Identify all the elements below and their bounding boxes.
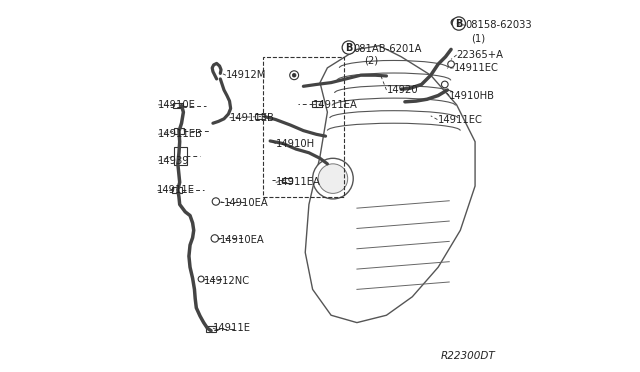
Circle shape [212, 198, 220, 205]
Circle shape [448, 61, 454, 67]
Text: 22365+A: 22365+A [456, 50, 504, 60]
FancyBboxPatch shape [172, 187, 182, 193]
Circle shape [312, 158, 353, 199]
Circle shape [318, 164, 348, 193]
Text: 14910H: 14910H [276, 138, 315, 148]
Text: (1): (1) [472, 33, 486, 43]
Text: 14912NC: 14912NC [204, 276, 250, 286]
FancyBboxPatch shape [173, 103, 182, 108]
Circle shape [290, 71, 299, 80]
Text: 14911E: 14911E [157, 185, 195, 195]
Text: 14910EA: 14910EA [224, 198, 269, 208]
FancyBboxPatch shape [206, 326, 216, 332]
Text: 14911EB: 14911EB [230, 113, 275, 123]
FancyBboxPatch shape [174, 128, 184, 134]
Circle shape [342, 41, 355, 54]
Text: 14911EC: 14911EC [437, 115, 483, 125]
Text: 14910EA: 14910EA [220, 234, 265, 244]
FancyBboxPatch shape [312, 101, 322, 107]
FancyBboxPatch shape [255, 114, 265, 119]
Text: (2): (2) [364, 55, 378, 65]
Text: 14911EC: 14911EC [454, 63, 499, 73]
Text: 14911EB: 14911EB [158, 129, 203, 139]
FancyBboxPatch shape [174, 147, 188, 165]
Text: 08158-62033: 08158-62033 [466, 20, 532, 31]
Text: R22300DT: R22300DT [440, 351, 495, 361]
Circle shape [452, 17, 465, 30]
Circle shape [292, 73, 296, 77]
Text: 14911EA: 14911EA [312, 100, 358, 110]
Text: B: B [455, 19, 463, 29]
Text: 14910E: 14910E [158, 100, 196, 110]
Text: 081AB-6201A: 081AB-6201A [353, 44, 422, 54]
Text: 14920: 14920 [387, 85, 418, 95]
Circle shape [211, 235, 218, 242]
Circle shape [442, 81, 448, 88]
Circle shape [198, 276, 204, 282]
Text: 14912M: 14912M [226, 70, 266, 80]
Text: 14911EA: 14911EA [276, 177, 321, 187]
Circle shape [451, 19, 458, 26]
Text: 14939: 14939 [158, 156, 190, 166]
FancyBboxPatch shape [282, 177, 292, 183]
Text: 14910HB: 14910HB [449, 90, 495, 100]
Text: 14911E: 14911E [213, 323, 251, 333]
Text: B: B [345, 42, 353, 52]
